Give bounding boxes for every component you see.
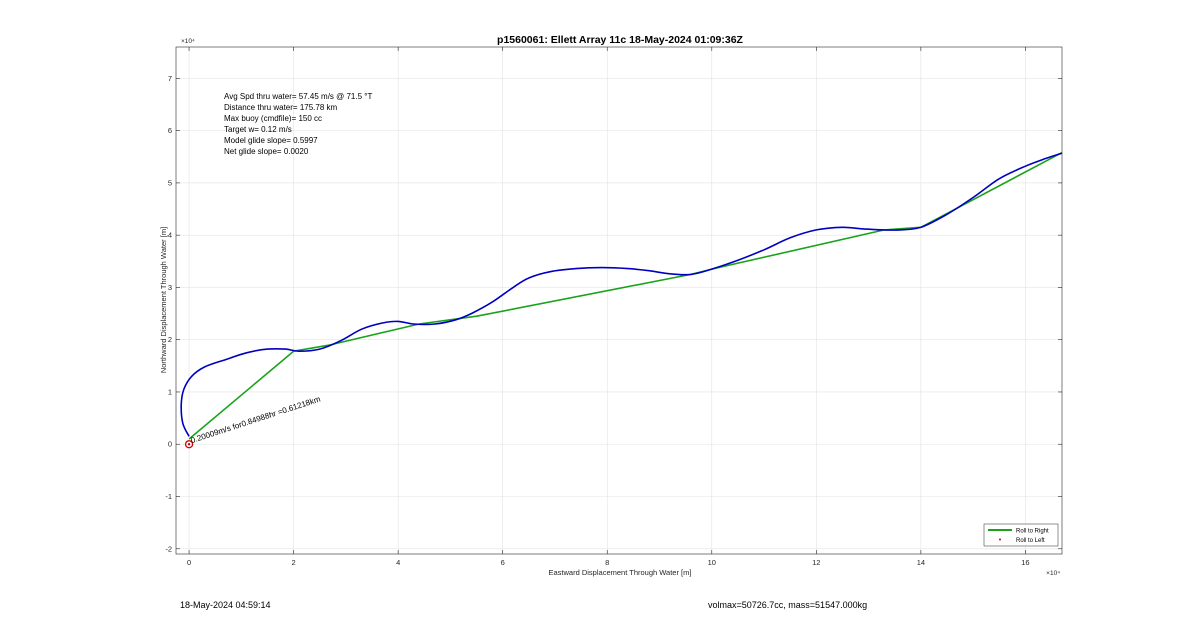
x-tick-label: 6 [501,558,505,567]
y-tick-label: 6 [168,126,172,135]
roll-to-right-line [188,151,1063,440]
series-layer [180,151,1063,449]
y-tick-label: 7 [168,74,172,83]
y-tick-label: 1 [168,387,172,396]
y-tick-label: 0 [168,440,172,449]
x-tick-label: 12 [812,558,820,567]
roll-to-left-point [187,443,191,446]
x-ticks: 0 2 4 6 8 10 12 14 16 [187,47,1030,567]
y-ticks: -2 -1 0 1 2 3 4 5 6 7 [165,74,1062,553]
x-tick-label: 4 [396,558,400,567]
x-tick-label: 14 [917,558,925,567]
y-tick-label: -2 [165,544,172,553]
glider-track-line [180,152,1063,437]
stats-line: Net glide slope= 0.0020 [224,147,309,156]
chart-title: p1560061: Ellett Array 11c 18-May-2024 0… [497,34,744,46]
y-tick-label: 2 [168,335,172,344]
x-tick-label: 2 [292,558,296,567]
y-tick-label: -1 [165,492,172,501]
x-tick-label: 0 [187,558,191,567]
footer-mass-info: volmax=50726.7cc, mass=51547.000kg [708,600,868,610]
y-axis-label: Northward Displacement Through Water [m] [159,227,168,373]
stats-line: Model glide slope= 0.5997 [224,136,318,145]
legend-roll-right-label: Roll to Right [1016,529,1049,535]
x-tick-label: 8 [605,558,609,567]
x-axis-label: Eastward Displacement Through Water [m] [549,568,692,577]
legend-roll-left-label: Roll to Left [1016,538,1045,544]
y-tick-label: 3 [168,283,172,292]
x-tick-label: 10 [708,558,716,567]
y-exponent-label: ×10⁴ [181,38,195,45]
plot-area [176,47,1062,554]
stats-line: Avg Spd thru water= 57.45 m/s @ 71.5 °T [224,92,372,101]
plot-frame [175,46,1063,555]
stats-line: Max buoy (cmdfile)= 150 cc [224,114,322,123]
stats-line: Distance thru water= 175.78 km [224,103,338,112]
stats-box: Avg Spd thru water= 57.45 m/s @ 71.5 °T … [224,92,372,156]
x-exponent-label: ×10⁴ [1046,570,1060,577]
y-tick-label: 5 [168,178,172,187]
x-tick-label: 16 [1021,558,1029,567]
start-marker [184,440,194,449]
y-tick-label: 4 [168,231,172,240]
grid-lines [176,47,1062,554]
footer-timestamp: 18-May-2024 04:59:14 [180,600,271,610]
legend-roll-left-swatch [999,538,1001,541]
stats-line: Target w= 0.12 m/s [224,125,292,134]
legend: Roll to Right Roll to Left [983,523,1059,547]
